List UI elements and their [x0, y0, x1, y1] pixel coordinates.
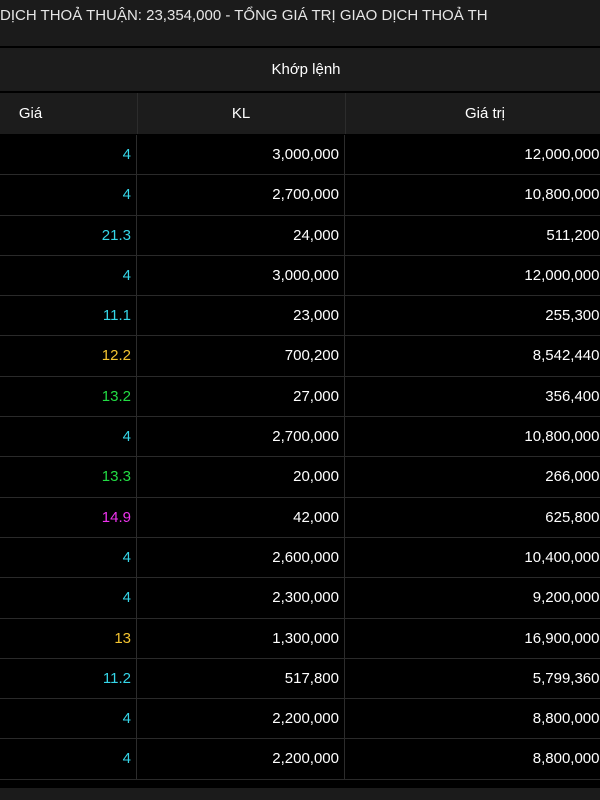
value-cell: 9,200,000...	[345, 578, 600, 617]
value-cell: 625,800...	[345, 498, 600, 537]
volume-cell: 517,800	[137, 658, 345, 699]
column-header-price[interactable]: Giá	[18, 105, 43, 122]
price-cell: 13	[0, 618, 137, 658]
value-cell: 5,799,360...	[345, 659, 600, 698]
price-cell: 13.2	[0, 376, 137, 417]
price-cell: 4	[0, 417, 137, 457]
value-cell: 356,400...	[345, 377, 600, 416]
market-summary-ticker: DỊCH THOẢ THUẬN: 23,354,000 - TỔNG GIÁ T…	[0, 0, 600, 46]
column-header-volume[interactable]: KL	[231, 105, 251, 122]
value-text: 10,800,000...	[524, 428, 600, 446]
value-text: 8,800,000...	[532, 710, 600, 728]
volume-cell: 2,700,000	[137, 175, 345, 215]
value-text: 511,200...	[546, 226, 600, 244]
value-cell: 266,000...	[345, 457, 600, 496]
matched-orders-group-header: Khớp lệnh	[0, 48, 600, 91]
price-cell: 4	[0, 175, 137, 215]
price-cell: 4	[0, 699, 137, 739]
price-cell: 11.2	[0, 658, 137, 699]
value-cell: 10,800,000...	[345, 417, 600, 456]
value-text: 12,000,000...	[524, 266, 600, 284]
value-cell: 8,800,000...	[345, 699, 600, 738]
price-cell: 13.3	[0, 457, 137, 497]
volume-cell: 2,200,000	[137, 739, 345, 779]
value-cell: 16,900,000...	[345, 619, 600, 658]
volume-cell: 23,000	[137, 296, 345, 336]
ticker-text: DỊCH THOẢ THUẬN: 23,354,000 - TỔNG GIÁ T…	[0, 7, 488, 24]
column-header-value[interactable]: Giá trị	[464, 105, 505, 122]
volume-cell: 2,600,000	[137, 537, 345, 578]
value-text: 625,800...	[545, 508, 600, 526]
value-text: 266,000...	[545, 468, 600, 486]
price-cell: 4	[0, 739, 137, 779]
price-cell: 12.2	[0, 336, 137, 376]
price-cell: 11.1	[0, 296, 137, 336]
value-cell: 8,800,000...	[345, 739, 600, 778]
value-cell: 10,400,000...	[345, 538, 600, 577]
price-cell: 4	[0, 135, 137, 175]
price-cell: 4	[0, 537, 137, 578]
volume-cell: 20,000	[137, 457, 345, 497]
value-text: 8,542,440...	[532, 347, 600, 365]
value-cell: 255,300...	[345, 296, 600, 335]
value-cell: 12,000,000...	[345, 135, 600, 174]
value-text: 8,800,000...	[532, 750, 600, 768]
volume-cell: 3,000,000	[137, 135, 345, 175]
value-cell: 12,000,000...	[345, 256, 600, 295]
value-text: 10,400,000...	[524, 548, 600, 566]
volume-cell: 2,200,000	[137, 699, 345, 739]
column-divider	[137, 93, 138, 134]
value-text: 255,300...	[545, 307, 600, 325]
value-text: 12,000,000...	[524, 146, 600, 163]
value-text: 5,799,360...	[532, 669, 600, 687]
value-cell: 8,542,440...	[345, 336, 600, 375]
volume-cell: 2,700,000	[137, 417, 345, 457]
volume-cell: 2,300,000	[137, 578, 345, 618]
price-cell: 4	[0, 578, 137, 618]
value-text: 10,800,000...	[524, 186, 600, 204]
volume-cell: 3,000,000	[137, 255, 345, 296]
price-cell: 14.9	[0, 497, 137, 537]
group-header-label: Khớp lệnh	[271, 61, 341, 78]
volume-cell: 700,200	[137, 336, 345, 376]
value-text: 9,200,000...	[532, 589, 600, 607]
value-cell: 10,800,000...	[345, 175, 600, 214]
column-header-row: Giá KL Giá trị	[0, 93, 600, 134]
value-cell: 511,200...	[345, 216, 600, 255]
column-divider	[345, 93, 346, 134]
volume-cell: 1,300,000	[137, 618, 345, 658]
price-cell: 21.3	[0, 215, 137, 255]
volume-cell: 42,000	[137, 497, 345, 537]
volume-cell: 27,000	[137, 376, 345, 417]
table-footer-bar	[0, 788, 600, 800]
value-text: 16,900,000...	[524, 629, 600, 647]
volume-cell: 24,000	[137, 215, 345, 255]
value-text: 356,400...	[545, 387, 600, 405]
price-cell: 4	[0, 255, 137, 296]
matched-orders-table-body: 43,000,00012,000,000...42,700,00010,800,…	[0, 135, 600, 780]
